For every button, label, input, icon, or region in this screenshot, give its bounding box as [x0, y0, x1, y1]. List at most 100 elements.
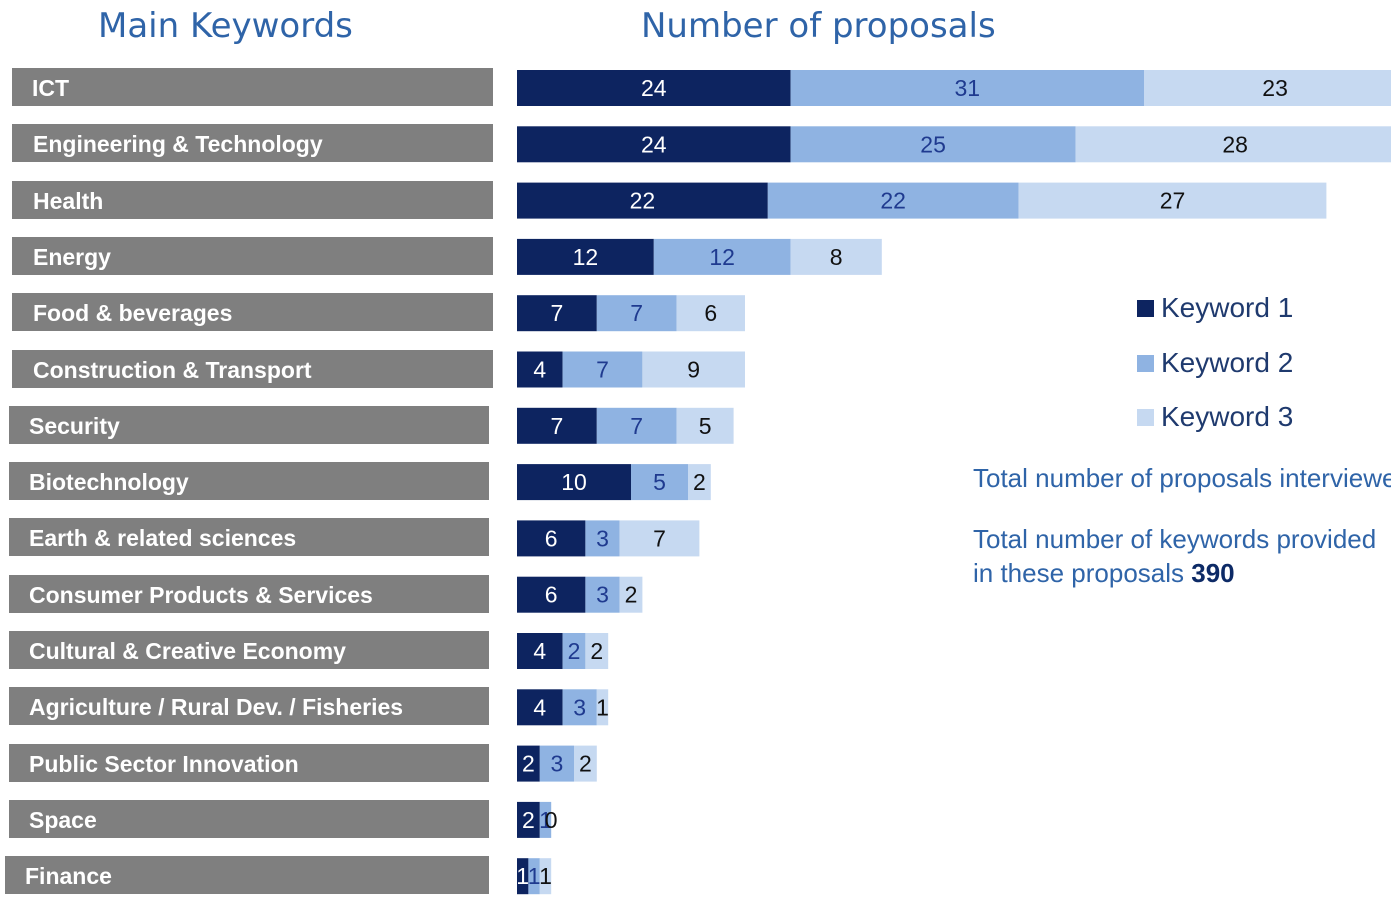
bar-earth-related-sciences-keyword-2	[585, 520, 620, 557]
data-label-ict-keyword-2: 31	[955, 75, 981, 101]
bar-energy-keyword-2	[653, 238, 791, 275]
data-label-earth-related-sciences-keyword-1: 6	[545, 525, 558, 551]
data-label-space-keyword-2: 1	[539, 807, 552, 833]
bar-consumer-products-services-keyword-1	[517, 576, 586, 613]
bar-food-beverages-keyword-2	[596, 295, 677, 332]
bar-finance-keyword-2	[528, 858, 540, 895]
data-label-consumer-products-services-keyword-2: 3	[596, 582, 609, 608]
bar-finance-keyword-3	[539, 858, 552, 895]
data-label-finance-keyword-1: 1	[516, 863, 529, 889]
bar-energy-keyword-1	[517, 238, 654, 275]
keyword-label-ict: ICT	[12, 68, 493, 106]
bar-cultural-creative-economy-keyword-2	[562, 633, 586, 669]
keyword-label-construction-transport: Construction & Transport	[12, 349, 493, 388]
keyword-label-cultural-creative-economy: Cultural & Creative Economy	[9, 631, 489, 669]
bar-finance-keyword-1	[517, 858, 529, 895]
bar-ict-keyword-2	[790, 70, 1144, 106]
data-label-finance-keyword-2: 1	[528, 863, 541, 889]
bar-agriculture-rural-dev-fisheries-keyword-2	[562, 689, 597, 726]
bar-public-sector-innovation-keyword-2	[539, 745, 574, 782]
bar-ict-keyword-1	[517, 70, 791, 106]
bar-consumer-products-services-keyword-3	[619, 576, 643, 613]
data-label-engineering-technology-keyword-2: 25	[920, 131, 946, 157]
keyword-label-security: Security	[9, 405, 489, 444]
data-label-engineering-technology-keyword-1: 24	[641, 131, 667, 157]
keywords-total-note: Total number of keywords provided in the…	[973, 522, 1391, 590]
bar-security-keyword-2	[596, 407, 677, 444]
keywords-total-line1: Total number of keywords provided	[973, 524, 1377, 554]
bar-security-keyword-1	[517, 407, 597, 444]
bar-construction-transport-keyword-3	[642, 351, 745, 388]
data-label-food-beverages-keyword-3: 6	[704, 300, 717, 326]
data-label-biotechnology-keyword-2: 5	[653, 469, 666, 495]
bar-engineering-technology-keyword-2	[790, 126, 1076, 163]
keyword-label-energy: Energy	[12, 236, 493, 275]
data-label-energy-keyword-2: 12	[709, 244, 735, 270]
data-label-energy-keyword-3: 8	[830, 244, 843, 270]
bar-earth-related-sciences-keyword-3	[619, 520, 700, 557]
bar-health-keyword-1	[517, 182, 768, 219]
keywords-total-value: 390	[1191, 558, 1235, 588]
bar-energy-keyword-3	[790, 238, 882, 275]
data-label-agriculture-rural-dev-fisheries-keyword-1: 4	[533, 694, 546, 720]
bar-health-keyword-3	[1018, 182, 1327, 219]
bar-public-sector-innovation-keyword-3	[574, 745, 597, 782]
data-label-construction-transport-keyword-1: 4	[533, 357, 546, 383]
keywords-total-prefix: in these proposals	[973, 558, 1192, 588]
data-label-health-keyword-1: 22	[630, 188, 656, 214]
bar-food-beverages-keyword-1	[517, 295, 597, 332]
bar-agriculture-rural-dev-fisheries-keyword-1	[517, 689, 563, 726]
data-label-security-keyword-2: 7	[630, 413, 643, 439]
bar-construction-transport-keyword-2	[562, 351, 643, 388]
data-label-energy-keyword-1: 12	[573, 244, 599, 270]
legend-swatch-keyword-2	[1137, 355, 1154, 372]
bar-earth-related-sciences-keyword-1	[517, 520, 586, 557]
keyword-label-space: Space	[9, 799, 489, 838]
data-label-health-keyword-2: 22	[880, 188, 906, 214]
keyword-label-column: ICT Engineering & Technology Health Energy F…	[0, 0, 500, 899]
bar-space-keyword-2	[539, 801, 552, 838]
data-label-public-sector-innovation-keyword-2: 3	[551, 751, 564, 777]
keyword-label-finance: Finance	[5, 856, 489, 895]
keyword-label-health: Health	[12, 180, 493, 219]
legend-label-keyword-1: Keyword 1	[1161, 292, 1294, 323]
data-label-finance-keyword-3: 1	[539, 863, 552, 889]
bar-health-keyword-2	[767, 182, 1019, 219]
legend-swatch-keyword-1	[1137, 300, 1154, 317]
data-label-engineering-technology-keyword-3: 28	[1222, 131, 1248, 157]
bar-biotechnology-keyword-2	[631, 464, 688, 501]
bar-space-keyword-1	[517, 801, 540, 838]
data-label-consumer-products-services-keyword-1: 6	[545, 582, 558, 608]
data-label-cultural-creative-economy-keyword-3: 2	[590, 638, 603, 664]
data-label-space-keyword-1: 2	[522, 807, 535, 833]
data-label-agriculture-rural-dev-fisheries-keyword-3: 1	[596, 694, 609, 720]
main-keywords-heading: Main Keywords	[98, 6, 353, 46]
data-label-consumer-products-services-keyword-3: 2	[625, 582, 638, 608]
data-label-ict-keyword-1: 24	[641, 75, 667, 101]
bar-consumer-products-services-keyword-2	[585, 576, 620, 613]
keyword-label-biotechnology: Biotechnology	[9, 462, 489, 501]
data-label-ict-keyword-3: 23	[1262, 75, 1288, 101]
data-label-public-sector-innovation-keyword-1: 2	[522, 751, 535, 777]
data-label-earth-related-sciences-keyword-3: 7	[653, 525, 666, 551]
bar-agriculture-rural-dev-fisheries-keyword-3	[596, 689, 609, 726]
bar-security-keyword-3	[676, 407, 734, 444]
data-label-food-beverages-keyword-1: 7	[551, 300, 564, 326]
keyword-label-agriculture-rural-dev-fisheries: Agriculture / Rural Dev. / Fisheries	[9, 687, 489, 726]
bar-engineering-technology-keyword-3	[1075, 126, 1391, 163]
data-label-agriculture-rural-dev-fisheries-keyword-2: 3	[573, 694, 586, 720]
proposals-interviewed-note: Total number of proposals interviewed	[973, 463, 1391, 493]
bar-cultural-creative-economy-keyword-3	[585, 633, 609, 669]
keyword-label-earth-related-sciences: Earth & related sciences	[9, 518, 489, 557]
data-label-cultural-creative-economy-keyword-2: 2	[568, 638, 581, 664]
data-label-biotechnology-keyword-1: 10	[561, 469, 587, 495]
bar-engineering-technology-keyword-1	[517, 126, 791, 163]
keyword-label-public-sector-innovation: Public Sector Innovation	[9, 743, 489, 782]
data-label-space-keyword-3: 0	[545, 807, 558, 833]
data-label-construction-transport-keyword-2: 7	[596, 357, 609, 383]
bar-public-sector-innovation-keyword-1	[517, 745, 540, 782]
data-label-security-keyword-3: 5	[699, 413, 712, 439]
data-label-cultural-creative-economy-keyword-1: 4	[533, 638, 546, 664]
bar-biotechnology-keyword-1	[517, 464, 631, 501]
